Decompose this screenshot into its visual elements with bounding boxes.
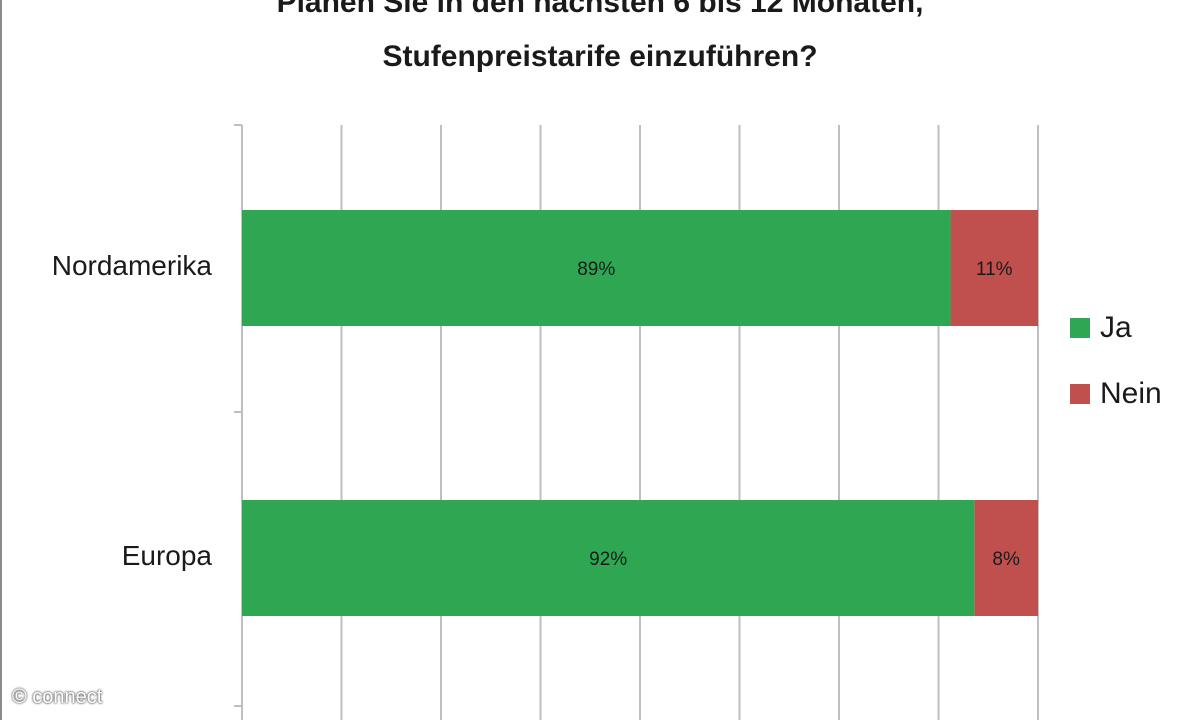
data-label: 11% — [976, 259, 1013, 280]
legend-swatch-nein — [1070, 384, 1090, 404]
legend-item-nein: Nein — [1070, 376, 1162, 412]
bar-nein-europa — [974, 500, 1038, 616]
chart-title-line-1: Planen Sie in den nächsten 6 bis 12 Mona… — [276, 0, 924, 19]
legend-label-nein: Nein — [1100, 377, 1162, 410]
legend-item-ja: Ja — [1070, 310, 1162, 346]
chart-title-line-2: Stufenpreistarife einzuführen? — [382, 40, 818, 73]
legend-label-ja: Ja — [1100, 311, 1132, 344]
category-label: Nordamerika — [51, 250, 212, 281]
watermark: © connect — [12, 686, 103, 708]
bar-nein-nordamerika — [950, 210, 1038, 326]
data-label: 92% — [589, 549, 627, 570]
bar-ja-nordamerika — [242, 210, 951, 326]
data-label: 8% — [992, 549, 1020, 570]
legend-swatch-ja — [1070, 318, 1090, 338]
category-label: Europa — [121, 540, 212, 571]
bar-ja-europa — [242, 500, 975, 616]
legend: Ja Nein — [1070, 310, 1162, 442]
data-label: 89% — [577, 259, 615, 280]
